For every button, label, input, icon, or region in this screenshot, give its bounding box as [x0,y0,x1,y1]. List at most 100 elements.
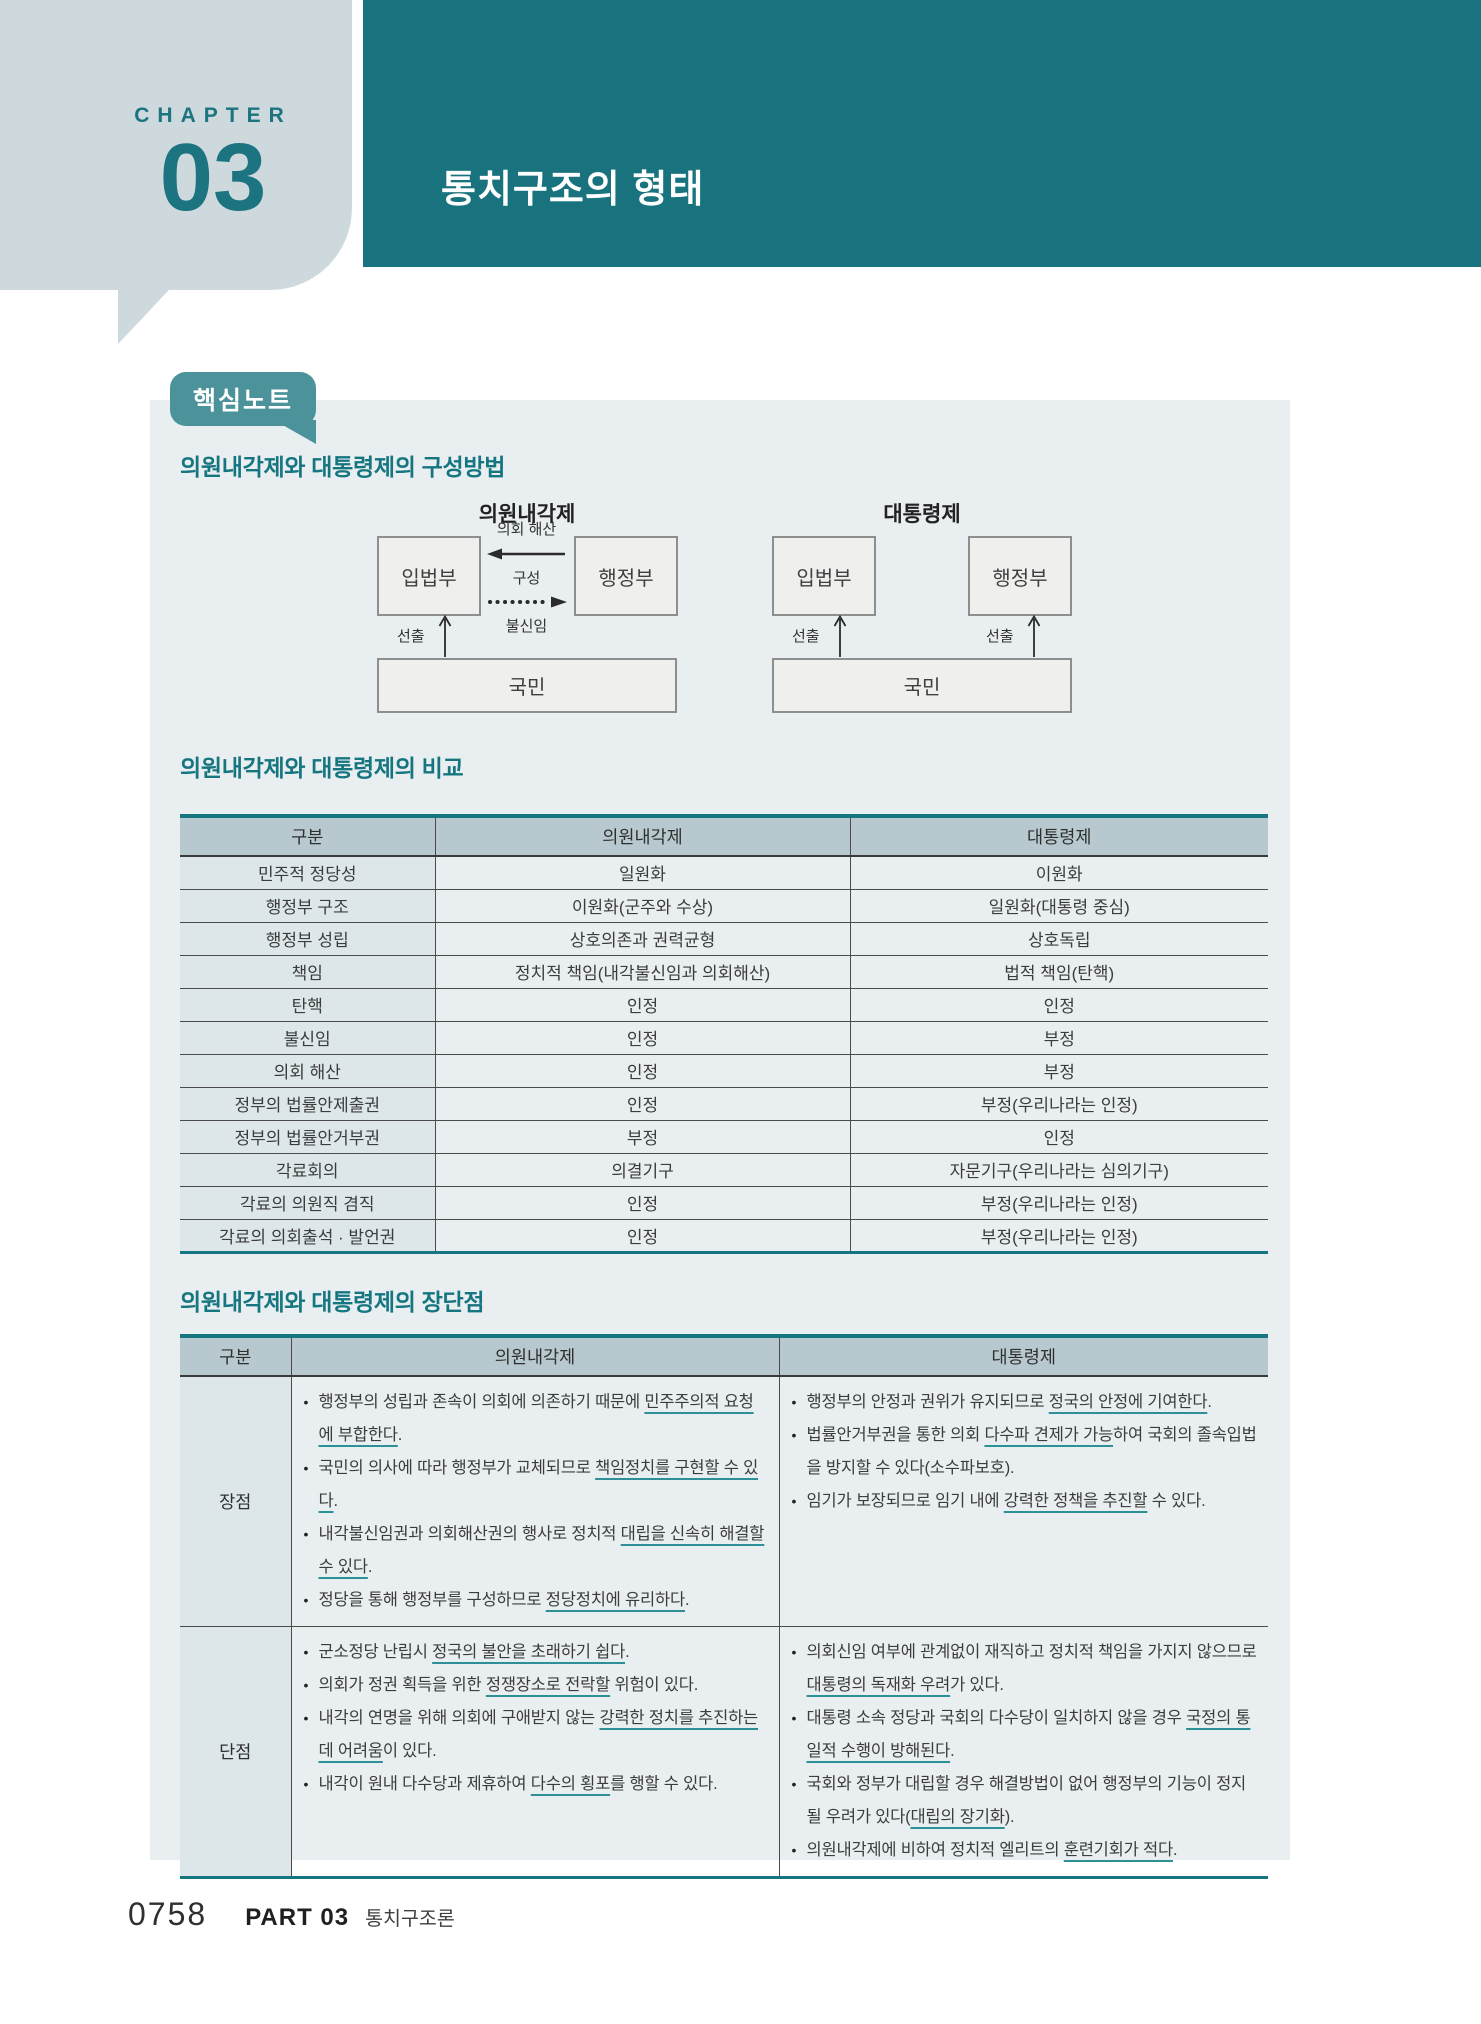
parliamentary-cell: 군소정당 난립시 정국의 불안을 초래하기 쉽다.의회가 정권 획득을 위한 정… [290,1626,779,1879]
column-header: 의원내각제 [434,814,850,857]
row-label: 각료회의 [180,1153,435,1187]
bullet-list: 군소정당 난립시 정국의 불안을 초래하기 쉽다.의회가 정권 획득을 위한 정… [304,1636,769,1801]
election-up-arrow-icon [833,615,846,657]
election-up-arrow-icon [1027,615,1040,657]
title-banner: 통치구조의 형태 [363,0,1481,267]
bullet-list: 행정부의 안정과 권위가 유지되므로 정국의 안정에 기여한다.법률안거부권을 … [792,1386,1259,1518]
no-confidence-dotted-arrow-right-icon [487,596,567,608]
presidential-cell: 행정부의 안정과 권위가 유지되므로 정국의 안정에 기여한다.법률안거부권을 … [778,1375,1268,1627]
presidential-cell: 이원화 [849,856,1268,890]
parliamentary-cell: 정치적 책임(내각불신임과 의회해산) [434,955,850,989]
underlined-phrase: 대통령의 독재화 우려 [806,1675,951,1694]
bullet-item: 임기가 보장되므로 임기 내에 강력한 정책을 추진할 수 있다. [792,1485,1259,1518]
table-row: 각료의 의원직 겸직 인정 부정(우리나라는 인정) [180,1186,1268,1220]
text-segment: 임기가 보장되므로 임기 내에 [806,1491,1004,1510]
underlined-phrase: 대립의 장기화 [910,1807,1005,1826]
chapter-label: CHAPTER [134,104,292,127]
row-label: 민주적 정당성 [180,856,435,890]
column-header: 구분 [180,814,435,857]
column-header: 의원내각제 [290,1333,779,1377]
row-label: 불신임 [180,1021,435,1055]
text-segment: 행정부의 성립과 존속이 의회에 의존하기 때문에 [318,1392,645,1411]
page-number: 0758 [128,1896,208,1932]
parliamentary-diagram: 의원내각제 입법부 행정부 의회 해산 구성 [377,498,678,713]
underlined-phrase: 정쟁장소로 전락할 [485,1675,611,1694]
row-label: 의회 해산 [180,1054,435,1088]
text-segment: 정당을 통해 행정부를 구성하므로 [318,1590,546,1609]
text-segment: 국민의 의사에 따라 행정부가 교체되므로 [318,1458,596,1477]
row-label: 각료의 의원직 겸직 [180,1186,435,1220]
table-row: 정부의 법률안제출권 인정 부정(우리나라는 인정) [180,1087,1268,1121]
text-segment: 를 행할 수 있다. [610,1774,718,1793]
people-box: 국민 [772,658,1072,713]
formation-label: 구성 [512,569,541,587]
row-label: 각료의 의회출석 · 발언권 [180,1219,435,1254]
legislature-box: 입법부 [772,536,876,616]
section-title-pros-cons: 의원내각제와 대통령제의 장단점 [180,1288,485,1315]
election-arrow-group: 선출 [986,615,1042,657]
dissolution-label: 의회 해산 [496,521,557,538]
legislature-box: 입법부 [377,536,481,616]
bullet-item: 군소정당 난립시 정국의 불안을 초래하기 쉽다. [304,1636,769,1669]
underlined-phrase: 다수파 견제가 가능 [984,1425,1114,1444]
election-up-arrow-icon [438,615,451,657]
dissolution-arrow-left-icon [486,548,565,560]
text-segment: 국회와 정부가 대립할 경우 해결방법이 없어 행정부의 기능이 정지될 우려가… [806,1774,1247,1826]
row-label: 장점 [180,1375,291,1627]
parliamentary-cell: 인정 [434,1186,850,1220]
parliamentary-cell: 인정 [434,1054,850,1088]
core-note-badge-label: 핵심노트 [192,387,293,415]
page-footer: 0758 PART 03 통치구조론 [128,1896,455,1933]
table-row: 불신임 인정 부정 [180,1021,1268,1055]
row-label: 단점 [180,1626,291,1879]
row-label: 탄핵 [180,988,435,1022]
column-header: 대통령제 [849,814,1268,857]
presidential-cell: 부정 [849,1054,1268,1088]
part-title: 통치구조론 [365,1908,455,1930]
parliamentary-cell: 부정 [434,1120,850,1154]
text-segment: . [397,1425,403,1444]
no-confidence-label: 불신임 [505,618,548,635]
section-title-comparison: 의원내각제와 대통령제의 비교 [180,755,464,781]
executive-box: 행정부 [574,536,678,616]
text-segment: 의회신임 여부에 관계없이 재직하고 정치적 책임을 가지지 않으므로 [806,1642,1257,1661]
chapter-number: 03 [159,124,267,231]
presidential-cell: 부정 [849,1021,1268,1055]
underlined-phrase: 강력한 정책을 추진할 [1003,1491,1148,1510]
bullet-item: 내각의 연명을 위해 의회에 구애받지 않는 강력한 정치를 추진하는 데 어려… [304,1702,769,1768]
presidential-cell: 인정 [849,988,1268,1022]
section-title-composition: 의원내각제와 대통령제의 구성방법 [180,454,506,480]
chapter-block: CHAPTER 03 [118,104,308,231]
bullet-list: 의회신임 여부에 관계없이 재직하고 정치적 책임을 가지지 않으므로 대통령의… [792,1636,1259,1867]
table-row: 행정부 성립 상호의존과 권력균형 상호독립 [180,922,1268,956]
parliamentary-cell: 인정 [434,988,850,1022]
underlined-phrase: 다수의 횡포 [530,1774,611,1793]
part-label: PART 03 [245,1904,350,1931]
government-diagrams: 의원내각제 입법부 행정부 의회 해산 구성 [377,498,1268,713]
parliamentary-cell: 행정부의 성립과 존속이 의회에 의존하기 때문에 민주주의적 요청에 부합한다… [290,1375,779,1627]
parliamentary-cell: 상호의존과 권력균형 [434,922,850,956]
parliamentary-cell: 의결기구 [434,1153,850,1187]
presidential-cell: 의회신임 여부에 관계없이 재직하고 정치적 책임을 가지지 않으므로 대통령의… [778,1626,1268,1879]
presidential-cell: 상호독립 [849,922,1268,956]
text-segment: ). [1004,1807,1015,1826]
underlined-phrase: 정국의 안정에 기여한다 [1048,1392,1208,1411]
parliament-executive-links: 의회 해산 구성 불신임 [479,522,574,634]
presidential-cell: 법적 책임(탄핵) [849,955,1268,989]
core-note-badge: 핵심노트 [170,372,316,444]
table-row: 각료의 의회출석 · 발언권 인정 부정(우리나라는 인정) [180,1219,1268,1254]
text-segment: 하여 국회의 졸속입법을 방지할 수 있다(소수파보호). [806,1425,1257,1477]
column-header: 대통령제 [778,1333,1268,1377]
presidential-cell: 부정(우리나라는 인정) [849,1087,1268,1121]
row-label: 정부의 법률안제출권 [180,1087,435,1121]
text-segment: 군소정당 난립시 [318,1642,433,1661]
presidential-cell: 부정(우리나라는 인정) [849,1219,1268,1254]
table-row: 정부의 법률안거부권 부정 인정 [180,1120,1268,1154]
table-row: 단점군소정당 난립시 정국의 불안을 초래하기 쉽다.의회가 정권 획득을 위한… [180,1626,1268,1879]
table-row: 각료회의 의결기구 자문기구(우리나라는 심의기구) [180,1153,1268,1187]
text-segment: . [625,1642,630,1661]
comparison-header-row: 구분 의원내각제 대통령제 [180,814,1268,857]
table-row: 탄핵 인정 인정 [180,988,1268,1022]
